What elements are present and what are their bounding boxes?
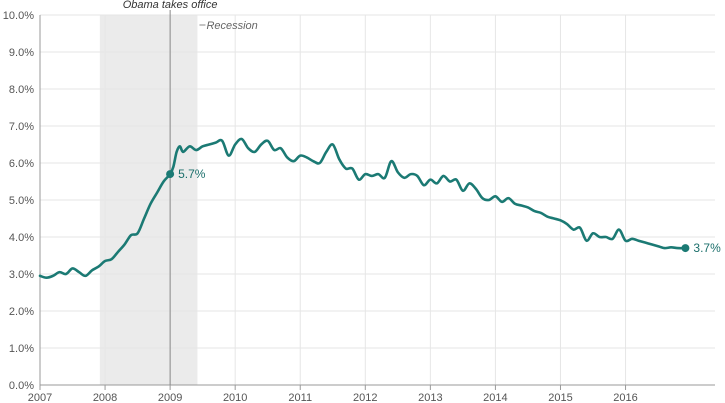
x-tick-label: 2011: [288, 392, 312, 403]
y-tick-label: 10.0%: [3, 10, 34, 22]
y-tick-label: 8.0%: [9, 84, 34, 96]
y-tick-label: 6.0%: [9, 158, 34, 170]
start-value-label: 5.7%: [178, 167, 206, 181]
x-tick-label: 2012: [353, 392, 377, 403]
y-tick-label: 5.0%: [9, 195, 34, 207]
y-tick-label: 2.0%: [9, 306, 34, 318]
recession-label: Recession: [206, 20, 257, 32]
x-tick-labels: 2007 2008 2009 2010 2011 2012 2013 2014 2015 2016: [28, 392, 638, 403]
y-tick-label: 0.0%: [9, 380, 34, 392]
y-tick-label: 7.0%: [9, 121, 34, 133]
x-tick-label: 2013: [418, 392, 442, 403]
y-tick-label: 3.0%: [9, 269, 34, 281]
start-point-marker: [166, 170, 175, 179]
axis-layer: [39, 15, 715, 390]
event-layer: Obama takes office Recession: [123, 0, 258, 385]
y-tick-label: 9.0%: [9, 47, 34, 59]
y-tick-label: 4.0%: [9, 232, 34, 244]
x-tick-label: 2009: [158, 392, 182, 403]
event-label: Obama takes office: [123, 0, 218, 11]
end-point-marker: [681, 244, 690, 253]
series-line: [38, 137, 687, 279]
x-tick-label: 2008: [93, 392, 117, 403]
y-tick-label: 1.0%: [9, 343, 34, 355]
y-tick-labels: 0.0% 1.0% 2.0% 3.0% 4.0% 5.0% 6.0% 7.0% 8.0% 9.0%…: [3, 10, 34, 392]
series-layer: [38, 137, 687, 279]
data-label-layer: 5.7% 3.7%: [166, 167, 721, 255]
end-value-label: 3.7%: [693, 241, 721, 255]
grid-layer: [40, 14, 715, 385]
x-tick-label: 2010: [223, 392, 247, 403]
x-tick-label: 2014: [483, 392, 507, 403]
x-tick-label: 2015: [548, 392, 572, 403]
x-tick-label: 2016: [613, 392, 637, 403]
x-tick-label: 2007: [28, 392, 52, 403]
